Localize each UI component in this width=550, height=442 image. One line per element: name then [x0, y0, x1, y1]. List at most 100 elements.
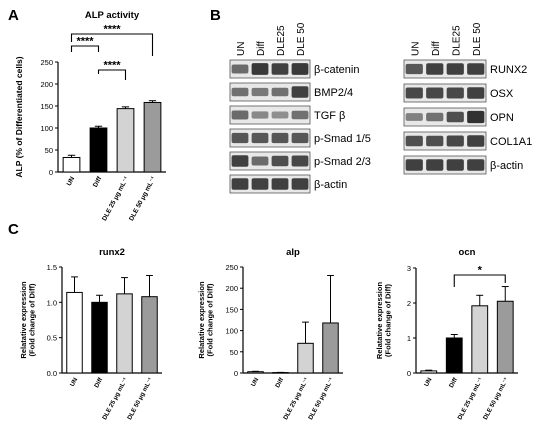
blot-band — [271, 178, 289, 190]
blot-band — [251, 87, 269, 97]
blot-row-label: TGF β — [314, 110, 345, 122]
blot-band — [426, 112, 444, 122]
significance-stars: * — [478, 265, 483, 277]
x-tick-label: Diff — [92, 175, 104, 189]
blot-band — [291, 155, 309, 167]
bar — [66, 291, 83, 374]
blot-band — [405, 135, 423, 147]
y-axis-label: Relatative expression(Fold change of Dif… — [375, 282, 393, 360]
blot-band — [291, 86, 309, 98]
chart-title: runx2 — [99, 247, 125, 258]
blot-row-label: p-Smad 2/3 — [314, 156, 371, 168]
lane-label: DLE 50 — [472, 22, 483, 56]
blot-strip — [229, 59, 311, 79]
blot-band — [251, 156, 269, 166]
blot-row-label: β-actin — [314, 179, 347, 191]
x-tick-label: DLE 50 μg mL⁻¹ — [126, 377, 154, 421]
lane-label: Diff — [431, 41, 442, 56]
significance-stars: **** — [76, 36, 94, 48]
significance-stars: **** — [103, 24, 121, 36]
x-tick-label: DLE 25 μg mL⁻¹ — [456, 377, 484, 421]
bar — [445, 337, 463, 374]
blot-strip — [229, 174, 311, 194]
blot-row-label: p-Smad 1/5 — [314, 133, 371, 145]
bar — [91, 301, 108, 374]
y-axis-label-line2: (Fold change of Diff) — [384, 284, 393, 357]
x-tick-label: DLE 25 μg mL⁻¹ — [282, 377, 310, 421]
blot-band — [271, 63, 289, 75]
blot-row-label: β-actin — [490, 160, 523, 172]
y-tick-label: 100 — [225, 327, 238, 336]
y-tick-label: 0 — [407, 369, 411, 378]
chart-title: alp — [286, 247, 300, 258]
blot-band — [291, 110, 309, 120]
blot-band — [467, 87, 485, 99]
x-tick-label: DLE 25 μg mL⁻¹ — [101, 377, 129, 421]
x-tick-label: Diff — [274, 376, 285, 389]
blot-strip — [229, 82, 311, 102]
blot-band — [231, 64, 249, 74]
bar — [141, 296, 158, 374]
blot-band — [467, 110, 485, 124]
blot-band — [446, 159, 464, 171]
blot-band — [231, 110, 249, 120]
y-axis-label: Relatative expression(Fold change of Dif… — [19, 281, 37, 359]
blot-band — [271, 111, 289, 119]
x-tick-label: DLE 50 μg mL⁻¹ — [482, 377, 510, 421]
bar — [322, 322, 339, 374]
blot-band — [231, 178, 249, 190]
lane-label: Diff — [256, 41, 267, 56]
blot-band — [251, 111, 269, 119]
y-tick-label: 200 — [225, 284, 238, 293]
y-tick-label: 2 — [407, 299, 411, 308]
blot-strip — [229, 128, 311, 148]
blot-row-label: β-catenin — [314, 64, 359, 76]
blot-band — [405, 63, 423, 75]
chart-title: ocn — [459, 247, 476, 258]
blot-band — [467, 63, 485, 75]
y-tick-label: 0.0 — [47, 369, 57, 378]
chart-title: ALP activity — [85, 10, 140, 21]
panel-label-c: C — [8, 221, 19, 238]
blot-band — [251, 63, 269, 75]
x-tick-label: UN — [69, 376, 80, 388]
significance-bracket — [453, 274, 506, 287]
lane-label: DLE 50 — [296, 22, 307, 56]
y-tick-label: 150 — [40, 102, 53, 111]
y-tick-label: 50 — [45, 146, 53, 155]
bar — [496, 300, 514, 374]
western-blot-right: UN Diff DLE25 DLE 50 RUNX2 OSX OPN COL1A1 β-acti… — [403, 22, 532, 175]
significance-stars: **** — [103, 60, 121, 72]
blot-strip — [229, 151, 311, 171]
blot-row-label: OPN — [490, 112, 514, 124]
blot-row-label: BMP2/4 — [314, 87, 353, 99]
blot-band — [405, 113, 423, 121]
y-tick-label: 0 — [234, 369, 238, 378]
significance-bracket — [70, 45, 100, 52]
bar — [471, 305, 489, 374]
lane-label: DLE25 — [451, 25, 462, 56]
y-axis-label-line1: Relatative expression — [197, 281, 206, 359]
blot-strip — [403, 107, 487, 127]
runx2-expression-chart: runx2 Relatative expression(Fold change o… — [19, 247, 162, 421]
blot-band — [405, 159, 423, 171]
blot-band — [291, 63, 309, 75]
blot-strip — [403, 59, 487, 79]
y-axis-label-line2: (Fold change of Diff) — [206, 283, 215, 356]
blot-band — [251, 132, 269, 144]
blot-row-label: RUNX2 — [490, 64, 527, 76]
bar — [297, 342, 314, 374]
lane-label: DLE25 — [276, 25, 287, 56]
y-tick-label: 0 — [49, 168, 53, 177]
y-tick-label: 1.0 — [47, 298, 57, 307]
bar — [143, 101, 162, 173]
blot-band — [467, 159, 485, 171]
lane-label: UN — [236, 42, 247, 56]
significance-bracket — [70, 33, 154, 56]
bar — [247, 371, 264, 374]
blot-band — [271, 155, 289, 167]
blot-band — [231, 87, 249, 97]
blot-band — [271, 87, 289, 97]
alp-expression-chart: alp Relatative expression(Fold change of … — [197, 247, 343, 421]
